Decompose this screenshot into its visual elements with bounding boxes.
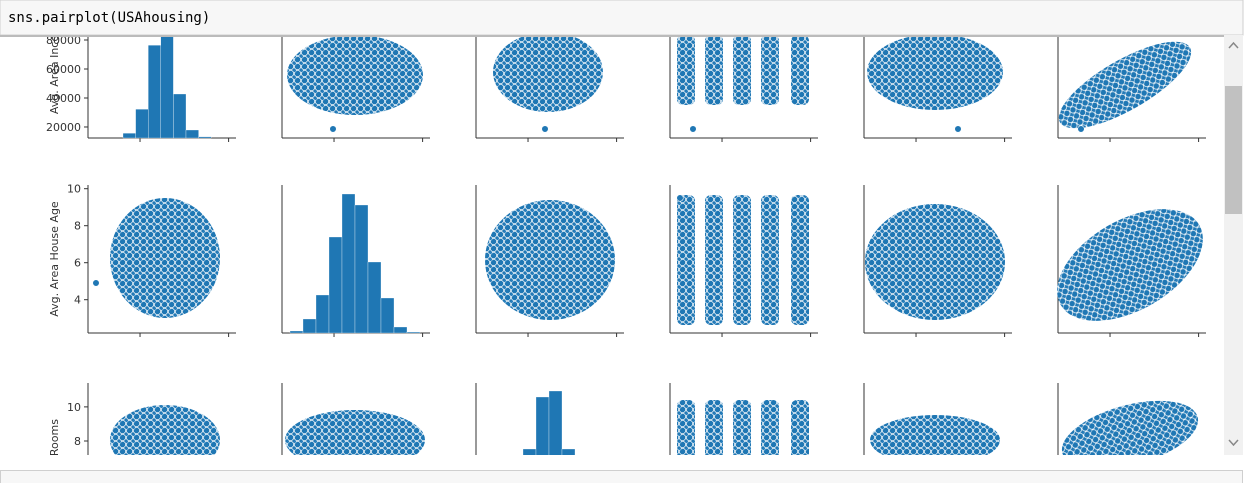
scatter-strip xyxy=(761,35,779,105)
hist-bar xyxy=(548,390,563,455)
hist-bar xyxy=(122,133,136,139)
scatter-strip xyxy=(705,35,723,105)
scatter-cloud xyxy=(865,204,1005,320)
hist-bar xyxy=(393,326,408,334)
hist-bar xyxy=(185,129,199,139)
y-axis-label: ber of Rooms xyxy=(48,419,61,483)
scatter-point xyxy=(676,194,684,202)
hist-bar xyxy=(367,261,382,334)
hist-bar xyxy=(406,331,421,334)
y-tick-label: 6 xyxy=(74,257,81,270)
hist-bar xyxy=(561,448,576,455)
y-tick-label: 8 xyxy=(74,435,81,448)
scroll-up[interactable] xyxy=(1228,41,1239,49)
scatter-strip xyxy=(761,195,779,325)
scatter-point xyxy=(92,279,100,287)
scatter-strip xyxy=(791,195,809,325)
y-axis-label: Avg. Area House Age xyxy=(48,201,61,317)
scatter-cloud xyxy=(1057,209,1203,321)
scatter-strip xyxy=(677,400,695,455)
scatter-cloud xyxy=(110,198,220,318)
scatter-point xyxy=(954,125,962,133)
scatter-strip xyxy=(761,400,779,455)
hist-bar xyxy=(535,396,550,455)
y-tick-label: 20000 xyxy=(46,121,81,134)
hist-bar xyxy=(302,318,317,334)
scatter-point xyxy=(1077,125,1085,133)
scatter-point xyxy=(541,125,549,133)
scatter-point xyxy=(689,125,697,133)
scatter-cloud xyxy=(110,405,220,455)
scatter-cloud xyxy=(485,200,615,320)
hist-bar xyxy=(522,448,537,455)
hist-bar xyxy=(148,45,161,139)
code-text: sns.pairplot(USAhousing) xyxy=(8,10,210,26)
scatter-point xyxy=(329,125,337,133)
scatter-strip xyxy=(705,195,723,325)
y-tick-label: 8 xyxy=(74,220,81,233)
y-tick-label: 4 xyxy=(74,294,81,307)
hist-bar xyxy=(173,93,187,139)
hist-bar xyxy=(354,204,369,334)
scatter-strip xyxy=(733,400,751,455)
scatter-cloud xyxy=(1061,400,1199,455)
scroll-thumb[interactable] xyxy=(1225,86,1242,214)
y-axis-label: Avg. Area Inco xyxy=(48,35,61,114)
scatter-strip xyxy=(733,35,751,105)
scatter-strip xyxy=(677,195,695,325)
scatter-cloud xyxy=(287,35,423,115)
hist-bar xyxy=(328,236,343,334)
scroll-down[interactable] xyxy=(1228,439,1239,447)
y-tick-label: 60000 xyxy=(46,63,81,76)
hist-bar xyxy=(315,294,330,334)
scatter-cloud xyxy=(285,410,425,455)
y-tick-label: 40000 xyxy=(46,92,81,105)
y-tick-label: 10 xyxy=(67,183,81,196)
hist-bar xyxy=(160,35,174,139)
hist-bar xyxy=(380,297,395,334)
hist-bar xyxy=(289,330,304,334)
scatter-cloud xyxy=(867,35,1003,110)
y-tick-label: 80000 xyxy=(46,34,81,47)
scatter-strip xyxy=(705,400,723,455)
scatter-strip xyxy=(733,195,751,325)
hist-bar xyxy=(341,193,356,334)
hist-bar xyxy=(198,136,212,139)
y-tick-label: 10 xyxy=(67,401,81,414)
scatter-strip xyxy=(677,35,695,105)
scatter-strip xyxy=(791,35,809,105)
hist-bar xyxy=(135,109,149,139)
scatter-cloud xyxy=(493,35,603,112)
next-cell[interactable] xyxy=(0,470,1243,483)
scatter-strip xyxy=(791,400,809,455)
scatter-cloud xyxy=(870,415,1000,455)
scatter-cloud xyxy=(1058,41,1192,129)
